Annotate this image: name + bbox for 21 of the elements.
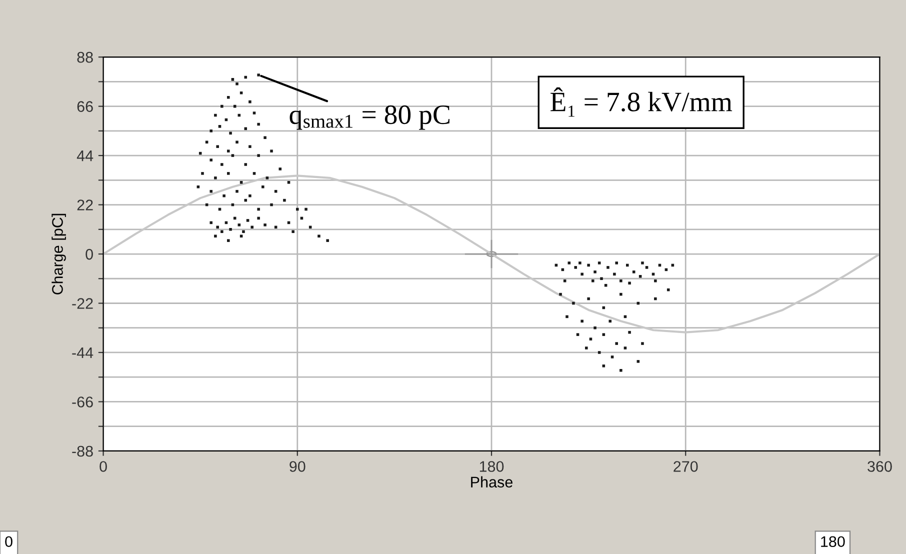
y-axis-title: Charge [pC] — [52, 214, 66, 294]
y-tick-label: 0 — [86, 248, 93, 260]
y-tick-label: 66 — [77, 101, 93, 112]
y-tick-label: 22 — [77, 200, 93, 210]
annotation: q$_{smax1}$ = 80 pC — [290, 105, 450, 130]
x-tick-label: 0 — [100, 461, 107, 472]
y-tick-label: -88 — [72, 446, 93, 457]
x-tick-label: 270 — [674, 461, 698, 472]
x-tick-label: 90 — [290, 461, 306, 472]
y-tick-label: -66 — [72, 396, 93, 408]
y-tick-label: 88 — [77, 52, 93, 63]
x-tick-label: 180 — [480, 461, 504, 472]
y-tick-label: -22 — [72, 298, 93, 309]
annotation: Ê₁ = 7.8 kV/mm — [550, 87, 732, 117]
text: 180 — [821, 536, 845, 548]
x-axis-title: Phase — [471, 476, 512, 488]
y-tick-label: -44 — [72, 348, 94, 358]
text: 0 — [5, 536, 12, 548]
y-tick-label: 44 — [76, 150, 94, 162]
line-series — [103, 174, 880, 334]
x-tick-label: 360 — [868, 461, 892, 472]
